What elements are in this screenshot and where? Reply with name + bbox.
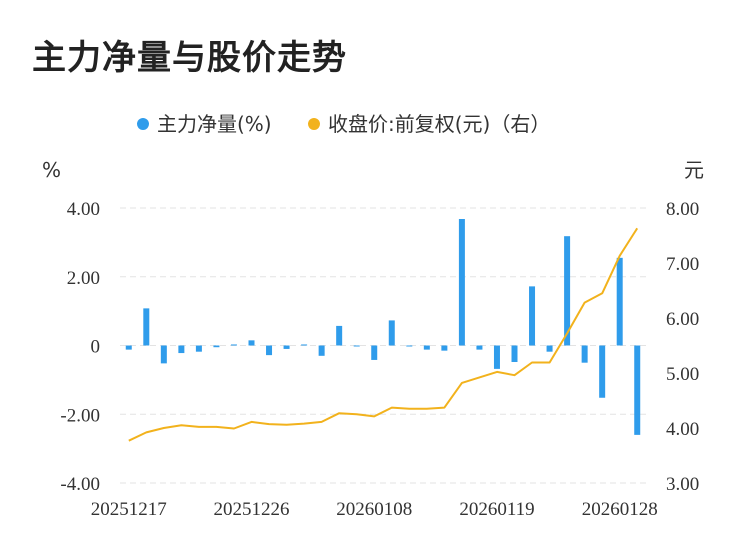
line-series — [128, 227, 639, 442]
bar — [213, 345, 220, 348]
bar — [195, 345, 202, 352]
bar — [283, 345, 290, 349]
bar — [371, 345, 378, 360]
bar — [248, 340, 255, 346]
bar — [441, 345, 448, 351]
x-tick-label: 20251226 — [214, 499, 290, 520]
right-tick-label: 8.00 — [666, 199, 699, 220]
right-tick-label: 3.00 — [666, 474, 699, 495]
left-axis-unit: % — [42, 158, 61, 182]
bar — [336, 325, 343, 346]
right-tick-label: 7.00 — [666, 254, 699, 275]
right-tick-label: 6.00 — [666, 309, 699, 330]
x-axis-ticks: 20251217 20251226 20260108 20260119 20260128 — [91, 499, 658, 520]
bar — [634, 345, 641, 435]
left-tick-label: 2.00 — [67, 268, 100, 289]
left-tick-label: 4.00 — [67, 199, 100, 220]
bar — [529, 286, 536, 346]
bar — [581, 345, 588, 363]
bar — [511, 345, 518, 362]
left-tick-label: -4.00 — [60, 474, 100, 495]
legend: 主力净量(%) 收盘价:前复权(元)（右） — [137, 112, 550, 136]
left-tick-label: 0 — [91, 337, 101, 358]
bar — [230, 344, 237, 346]
legend-line-marker — [308, 118, 320, 130]
legend-bar-label: 主力净量(%) — [157, 112, 272, 136]
bar — [353, 345, 360, 347]
x-tick-label: 20251217 — [91, 499, 167, 520]
right-tick-label: 4.00 — [666, 419, 699, 440]
right-tick-label: 5.00 — [666, 364, 699, 385]
bar — [160, 345, 167, 364]
bar — [599, 345, 606, 398]
bar — [423, 345, 430, 350]
right-axis-ticks: 8.00 7.00 6.00 5.00 4.00 3.00 — [666, 199, 699, 495]
bar — [301, 344, 308, 346]
x-tick-label: 20260119 — [459, 499, 534, 520]
grid — [120, 207, 646, 484]
bar-series — [125, 219, 641, 435]
x-tick-label: 20260128 — [582, 499, 658, 520]
price-line — [128, 227, 639, 442]
chart-title: 主力净量与股价走势 — [32, 38, 347, 78]
bar — [266, 345, 273, 356]
bar — [125, 345, 132, 350]
bar — [143, 308, 150, 346]
bar — [458, 219, 465, 346]
right-axis-unit: 元 — [684, 158, 704, 182]
bar — [476, 345, 483, 350]
left-tick-label: -2.00 — [60, 405, 100, 426]
left-axis-ticks: 4.00 2.00 0 -2.00 -4.00 — [60, 199, 100, 495]
legend-bar-marker — [137, 118, 149, 130]
bar — [388, 320, 395, 346]
bar — [406, 345, 413, 347]
bar — [318, 345, 325, 356]
bar — [493, 345, 500, 369]
bar — [178, 345, 185, 354]
bar — [616, 257, 623, 346]
x-tick-label: 20260108 — [336, 499, 412, 520]
legend-line-label: 收盘价:前复权(元)（右） — [328, 112, 550, 136]
bar — [564, 236, 571, 346]
bar — [546, 345, 553, 352]
